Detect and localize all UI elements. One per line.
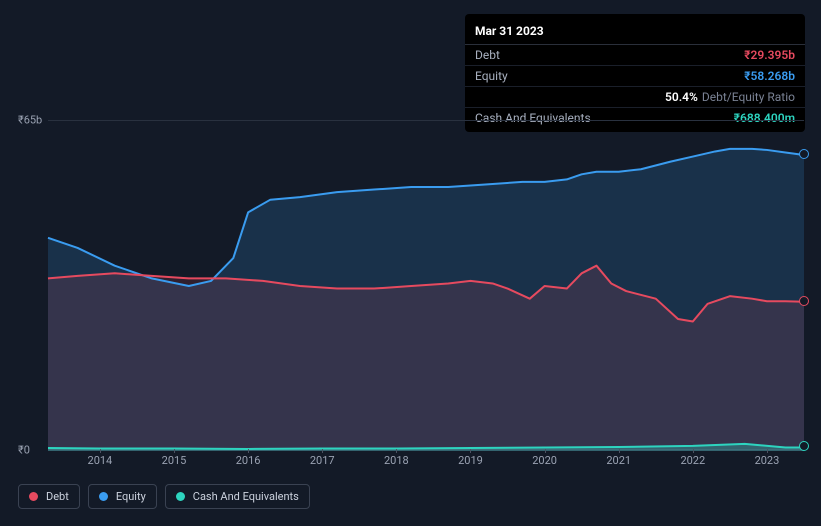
x-tick (619, 449, 620, 453)
x-tick (767, 449, 768, 453)
legend-label: Equity (116, 490, 146, 503)
x-axis-label: 2019 (458, 454, 483, 467)
x-axis-label: 2020 (532, 454, 557, 467)
series-end-marker (799, 149, 809, 159)
legend-label: Cash And Equivalents (193, 490, 299, 503)
x-axis-label: 2022 (680, 454, 705, 467)
tooltip-date: Mar 31 2023 (465, 18, 805, 45)
y-axis-label: ₹0 (18, 444, 30, 457)
x-axis-label: 2016 (236, 454, 261, 467)
tooltip-label (475, 90, 665, 104)
chart-svg (48, 121, 804, 451)
legend-item-debt[interactable]: Debt (18, 484, 80, 509)
legend-dot-equity (99, 492, 108, 501)
x-tick (100, 449, 101, 453)
tooltip-value-debt: ₹29.395b (744, 48, 795, 62)
chart: 2014 2015 2016 2017 2018 2019 2020 2021 2022 2023… (18, 120, 804, 480)
x-tick (545, 449, 546, 453)
x-axis-label: 2021 (606, 454, 631, 467)
y-axis-label: ₹65b (18, 114, 42, 127)
legend-dot-debt (29, 492, 38, 501)
series-end-marker (799, 296, 809, 306)
tooltip-label: Debt (475, 48, 744, 62)
x-tick (693, 449, 694, 453)
tooltip-value-equity: ₹58.268b (744, 69, 795, 83)
chart-legend: Debt Equity Cash And Equivalents (18, 484, 310, 509)
x-tick (248, 449, 249, 453)
x-axis-label: 2017 (310, 454, 335, 467)
tooltip-row-debt: Debt ₹29.395b (465, 45, 805, 66)
x-axis-label: 2015 (162, 454, 187, 467)
x-tick (322, 449, 323, 453)
tooltip-label: Equity (475, 69, 744, 83)
chart-plot-area[interactable] (48, 120, 804, 450)
chart-tooltip: Mar 31 2023 Debt ₹29.395b Equity ₹58.268… (465, 14, 805, 132)
x-tick (470, 449, 471, 453)
x-tick (174, 449, 175, 453)
legend-label: Debt (46, 490, 69, 503)
legend-item-cash[interactable]: Cash And Equivalents (165, 484, 310, 509)
tooltip-row-ratio: 50.4% Debt/Equity Ratio (465, 87, 805, 108)
tooltip-ratio-pct: 50.4% (665, 90, 698, 104)
x-axis-label: 2014 (88, 454, 113, 467)
x-axis-label: 2018 (384, 454, 409, 467)
x-axis-labels: 2014 2015 2016 2017 2018 2019 2020 2021 2022 2023 (48, 454, 804, 474)
x-tick (396, 449, 397, 453)
legend-item-equity[interactable]: Equity (88, 484, 157, 509)
tooltip-row-equity: Equity ₹58.268b (465, 66, 805, 87)
x-axis-label: 2023 (755, 454, 780, 467)
legend-dot-cash (176, 492, 185, 501)
series-end-marker (799, 441, 809, 451)
tooltip-ratio-txt: Debt/Equity Ratio (702, 90, 795, 104)
